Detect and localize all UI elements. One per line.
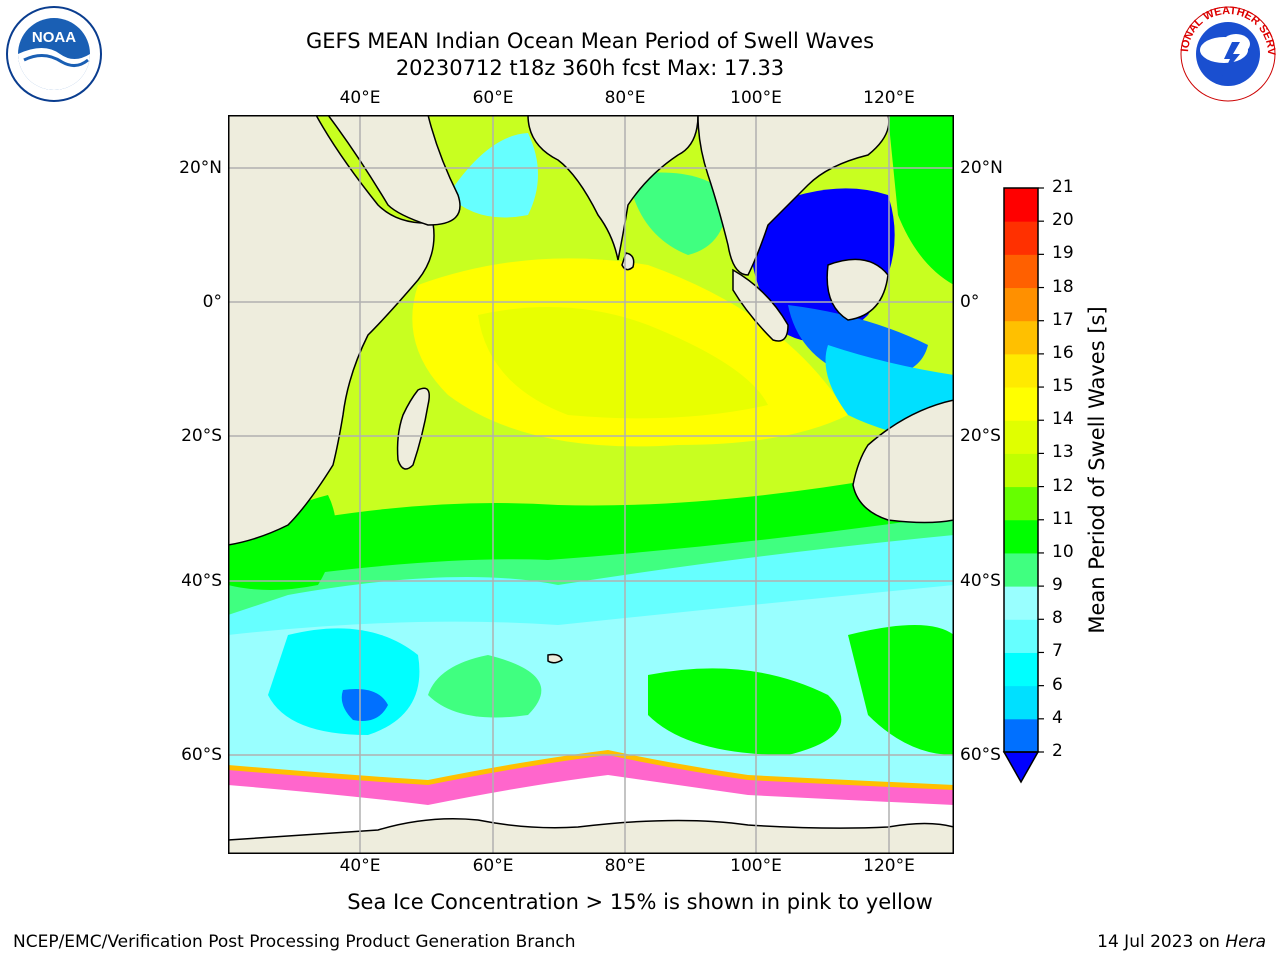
lon-label-bottom: 80°E bbox=[604, 856, 646, 876]
colorbar-bin bbox=[1004, 552, 1038, 587]
australia-landmass bbox=[852, 399, 954, 524]
arabia-landmass bbox=[327, 115, 461, 226]
footer-credit: NCEP/EMC/Verification Post Processing Pr… bbox=[13, 932, 576, 952]
swell-field-green-patch-1 bbox=[428, 655, 542, 718]
india-landmass bbox=[527, 115, 699, 261]
graticule bbox=[228, 115, 954, 854]
footer-date-text: 14 Jul 2023 on bbox=[1097, 932, 1226, 952]
colorbar-title: Mean Period of Swell Waves [s] bbox=[1085, 306, 1109, 634]
colorbar-tick-label: 20 bbox=[1052, 210, 1074, 231]
colorbar-bin bbox=[1004, 486, 1038, 521]
colorbar-bin bbox=[1004, 221, 1038, 255]
colorbar-tick-label: 9 bbox=[1052, 575, 1063, 596]
colorbar-tick-label: 16 bbox=[1052, 342, 1074, 363]
colorbar bbox=[1002, 187, 1044, 784]
colorbar-tick-label: 4 bbox=[1052, 707, 1063, 728]
swell-field-green-patch-2 bbox=[648, 668, 842, 755]
lat-label-left: 20°N bbox=[179, 158, 222, 178]
lat-label-left: 60°S bbox=[181, 745, 222, 765]
borneo-landmass bbox=[826, 258, 889, 321]
map-frame bbox=[228, 115, 954, 854]
colorbar-tick-label: 8 bbox=[1052, 608, 1063, 629]
lon-label-top: 40°E bbox=[339, 88, 381, 108]
colorbar-tick-label: 12 bbox=[1052, 475, 1074, 496]
colorbar-bin bbox=[1004, 420, 1038, 454]
swell-field-green-patch-3 bbox=[848, 625, 954, 755]
colorbar-bin bbox=[1004, 254, 1038, 289]
lon-label-bottom: 60°E bbox=[472, 856, 514, 876]
lon-label-top: 60°E bbox=[472, 88, 514, 108]
colorbar-frame bbox=[1003, 187, 1039, 753]
swell-field-green-pacific bbox=[888, 115, 954, 285]
colorbar-tick-label: 13 bbox=[1052, 442, 1074, 463]
colorbar-bin bbox=[1004, 586, 1038, 620]
swell-field-blue-patch bbox=[341, 689, 388, 721]
se-asia-landmass bbox=[697, 115, 890, 276]
colorbar-bin bbox=[1004, 619, 1038, 653]
lon-label-bottom: 120°E bbox=[863, 856, 915, 876]
lat-label-right: 20°S bbox=[960, 426, 1001, 446]
lat-label-left: 20°S bbox=[181, 426, 222, 446]
colorbar-tick-label: 2 bbox=[1052, 741, 1063, 761]
colorbar-tick-label: 17 bbox=[1052, 309, 1074, 330]
swell-field-green-west bbox=[228, 495, 336, 590]
swell-field-cyan-bengal bbox=[628, 172, 728, 255]
colorbar-bin bbox=[1004, 652, 1038, 687]
africa-landmass bbox=[228, 115, 435, 546]
colorbar-bin bbox=[1004, 387, 1038, 421]
noaa-logo: NOAA bbox=[6, 6, 102, 102]
noaa-logo-text: NOAA bbox=[32, 29, 76, 46]
colorbar-tick-label: 7 bbox=[1052, 641, 1063, 662]
colorbar-bin bbox=[1004, 718, 1038, 753]
colorbar-tick-label: 15 bbox=[1052, 376, 1074, 397]
sea-ice-caption: Sea Ice Concentration > 15% is shown in … bbox=[347, 890, 933, 914]
lat-label-right: 20°N bbox=[960, 158, 1003, 178]
colorbar-tick-label: 10 bbox=[1052, 541, 1074, 562]
lon-label-top: 80°E bbox=[604, 88, 646, 108]
map-subtitle: 20230712 t18z 360h fcst Max: 17.33 bbox=[395, 56, 785, 80]
footer-host: Hera bbox=[1225, 932, 1266, 952]
antarctica-landmass bbox=[228, 818, 954, 854]
kerguelen-island bbox=[547, 653, 563, 664]
lat-label-right: 0° bbox=[960, 292, 980, 312]
colorbar-bin bbox=[1004, 320, 1038, 355]
lat-label-right: 40°S bbox=[960, 571, 1001, 591]
map-title: GEFS MEAN Indian Ocean Mean Period of Sw… bbox=[305, 29, 875, 53]
colorbar-bin bbox=[1004, 287, 1038, 322]
swell-period-map bbox=[228, 115, 954, 854]
lon-label-top: 120°E bbox=[863, 88, 915, 108]
lon-label-bottom: 40°E bbox=[339, 856, 381, 876]
swell-field-blue-java bbox=[788, 305, 928, 377]
colorbar-tick-label: 6 bbox=[1052, 674, 1063, 695]
lat-label-left: 0° bbox=[202, 292, 222, 312]
lat-label-right: 60°S bbox=[960, 745, 1001, 765]
colorbar-tick-label: 19 bbox=[1052, 243, 1074, 264]
footer-date: 14 Jul 2023 on Hera bbox=[1097, 932, 1266, 952]
colorbar-tick-label: 18 bbox=[1052, 276, 1074, 297]
swell-field-lightyellow-central bbox=[478, 307, 768, 419]
colorbar-tick-label: 11 bbox=[1052, 508, 1074, 529]
lon-label-bottom: 100°E bbox=[730, 856, 782, 876]
colorbar-bin bbox=[1004, 519, 1038, 554]
colorbar-bin bbox=[1004, 188, 1038, 222]
colorbar-tick-label: 21 bbox=[1052, 177, 1074, 197]
colorbar-bin bbox=[1004, 353, 1038, 388]
colorbar-bin bbox=[1004, 453, 1038, 488]
lon-label-top: 100°E bbox=[730, 88, 782, 108]
lat-label-left: 40°S bbox=[181, 571, 222, 591]
colorbar-tick-label: 14 bbox=[1052, 409, 1074, 430]
nws-logo: NATIONAL WEATHER SERVICE bbox=[1178, 4, 1277, 102]
sumatra-landmass bbox=[732, 268, 789, 342]
madagascar-landmass bbox=[396, 387, 430, 470]
colorbar-extend-arrow bbox=[1002, 751, 1040, 784]
colorbar-bin bbox=[1004, 685, 1038, 720]
